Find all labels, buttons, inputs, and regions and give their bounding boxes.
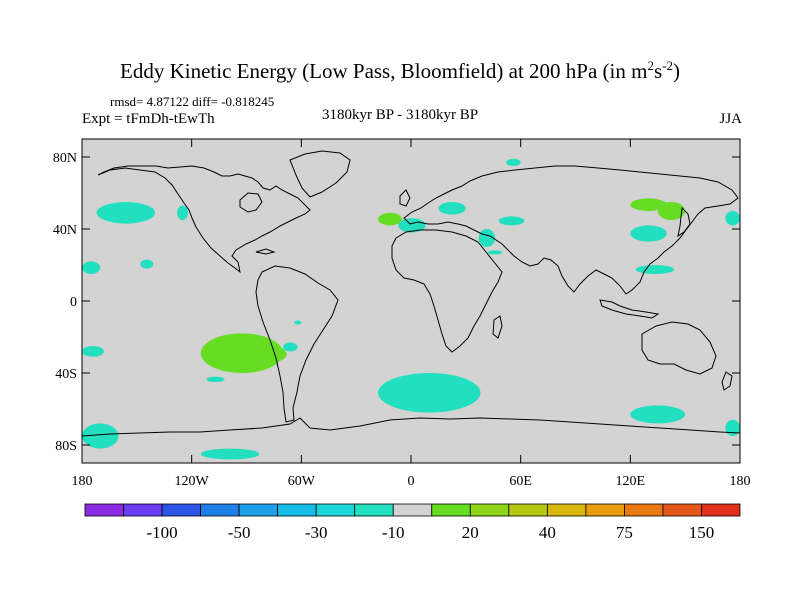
colorbar-swatch <box>84 503 124 517</box>
coast-antarctica <box>82 417 740 437</box>
negative-anomaly-region-7 <box>206 376 225 382</box>
colorbar-label: 150 <box>689 523 715 542</box>
coast-north-america <box>97 165 311 274</box>
negative-anomaly-region-1 <box>177 205 189 220</box>
negative-anomaly-region-12 <box>438 202 466 215</box>
y-tick-label: 0 <box>70 295 77 310</box>
x-tick-label: 120W <box>175 474 210 489</box>
x-tick-label: 180 <box>730 474 751 489</box>
coastlines <box>82 150 740 437</box>
x-tick-label: 60W <box>288 474 316 489</box>
coast-south-america <box>255 265 339 423</box>
colorbar-swatch <box>431 503 471 517</box>
colorbar-label: -50 <box>228 523 251 542</box>
negative-anomaly-region-6 <box>283 342 298 352</box>
period-label: 3180kyr BP - 3180kyr BP <box>322 107 479 123</box>
negative-anomaly-region-3 <box>140 259 154 269</box>
colorbar-label: -10 <box>382 523 405 542</box>
coast-japan <box>677 206 691 238</box>
negative-anomaly-region-10 <box>378 373 481 413</box>
negative-anomaly-region-4 <box>294 320 302 325</box>
coast-africa <box>391 229 503 353</box>
negative-anomaly-region-15 <box>506 158 521 166</box>
x-tick-label: 120E <box>616 474 646 489</box>
negative-anomaly-region-2 <box>82 261 101 275</box>
y-tick-label: 80S <box>55 439 77 454</box>
coast-british-isles <box>399 189 411 207</box>
season-label: JJA <box>719 111 742 127</box>
colorbar-swatch <box>546 503 587 517</box>
negative-anomaly-region-16 <box>487 250 503 255</box>
negative-anomaly-region-0 <box>96 202 156 224</box>
coast-europe-asia <box>403 165 739 295</box>
colorbar-label: 20 <box>462 523 479 542</box>
positive-anomaly-region-26 <box>657 202 686 220</box>
negative-anomaly-region-21 <box>725 419 740 436</box>
colorbar-swatch <box>161 503 201 517</box>
negative-anomaly-region-13 <box>478 229 496 247</box>
y-tick-label: 80N <box>53 151 77 166</box>
y-tick-label: 40N <box>53 223 77 238</box>
colorbar-swatch <box>200 503 240 517</box>
rmsd-diff-stats: rmsd= 4.87122 diff= -0.818245 <box>110 94 275 109</box>
x-tick-label: 180 <box>72 474 93 489</box>
axes: 180 120W 60W 0 60E 120E 180 80N 40N 0 40S 80S <box>53 139 751 489</box>
negative-anomaly-region-20 <box>725 211 740 226</box>
experiment-label: Expt = tFmDh-tEwTh <box>82 111 215 127</box>
colorbar-swatch <box>238 503 279 517</box>
positive-anomaly-region-22 <box>200 333 284 374</box>
colorbar-swatch <box>392 503 433 517</box>
colorbar-label: -100 <box>146 523 177 542</box>
colorbar-label: 40 <box>539 523 556 542</box>
colorbar-swatch <box>354 503 394 517</box>
colorbar-swatch <box>508 503 548 517</box>
y-tick-label: 40S <box>55 367 77 382</box>
colorbar-swatch <box>277 503 317 517</box>
positive-anomaly-region-24 <box>378 212 402 226</box>
colorbar-swatch <box>315 503 356 517</box>
coast-new-zealand <box>721 371 733 391</box>
coast-madagascar <box>492 315 503 339</box>
colorbar-swatch <box>662 503 702 517</box>
x-tick-label: 0 <box>408 474 415 489</box>
colorbar-swatch <box>469 503 510 517</box>
coast-cuba <box>255 248 276 255</box>
coast-australia <box>641 321 717 375</box>
coast-indonesia <box>599 299 660 319</box>
colorbar-swatch <box>701 503 741 517</box>
negative-anomaly-region-8 <box>82 423 119 449</box>
negative-anomaly-region-17 <box>630 225 667 242</box>
colorbar: -100 -50 -30 -10 20 40 75 150 <box>84 503 741 542</box>
negative-anomaly-region-18 <box>635 265 675 274</box>
colorbar-swatch <box>624 503 664 517</box>
positive-anomaly-region-23 <box>255 346 287 363</box>
coast-hudson-bay <box>239 192 263 213</box>
colorbar-label: 75 <box>616 523 633 542</box>
x-tick-label: 60E <box>509 474 532 489</box>
negative-anomaly-region-9 <box>200 448 260 460</box>
colorbar-swatch <box>123 503 163 517</box>
negative-anomaly-region-5 <box>82 346 104 357</box>
negative-anomaly-region-19 <box>630 405 686 424</box>
colorbar-swatch <box>585 503 625 517</box>
negative-anomaly-region-14 <box>498 216 525 226</box>
colorbar-label: -30 <box>305 523 328 542</box>
chart-title: Eddy Kinetic Energy (Low Pass, Bloomfiel… <box>120 58 680 83</box>
coast-greenland <box>289 150 351 198</box>
anomaly-regions <box>82 158 740 460</box>
positive-anomaly-region-25 <box>630 198 667 211</box>
